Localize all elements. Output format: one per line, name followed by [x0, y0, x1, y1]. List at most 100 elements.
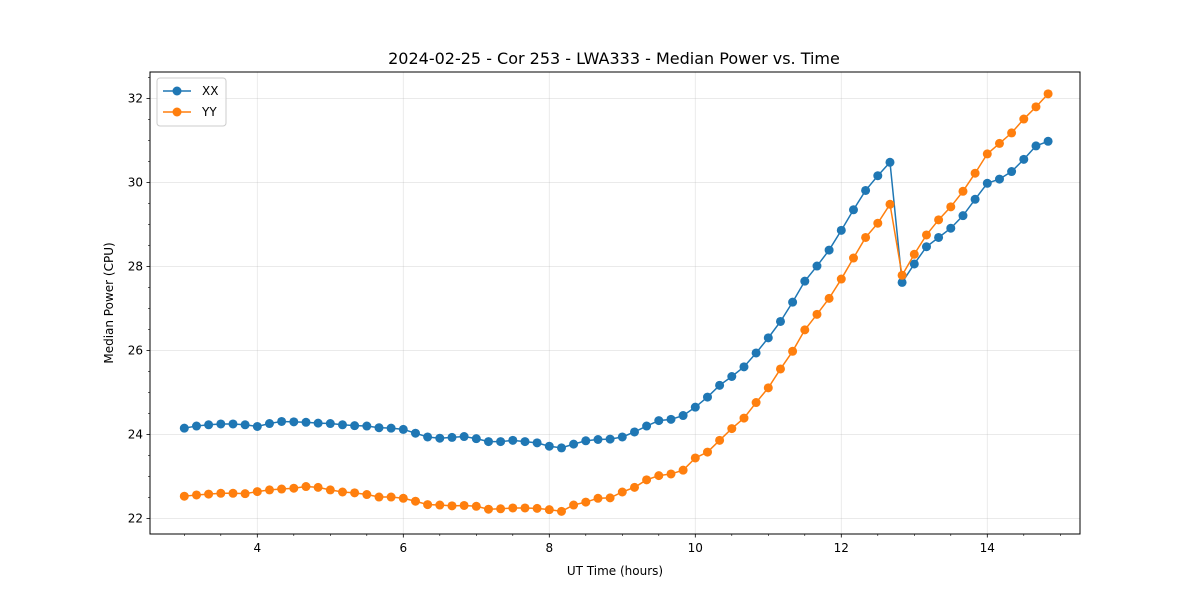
data-point-xx — [192, 421, 201, 431]
data-point-yy — [1019, 114, 1029, 124]
data-point-yy — [337, 487, 347, 497]
x-tick-label: 10 — [688, 541, 703, 555]
data-point-xx — [775, 316, 785, 326]
data-point-yy — [812, 309, 822, 319]
data-point-xx — [398, 424, 408, 434]
data-point-xx — [204, 420, 214, 430]
data-point-xx — [946, 223, 956, 233]
data-point-yy — [398, 493, 408, 503]
data-point-yy — [216, 488, 226, 498]
data-point-yy — [605, 493, 615, 503]
data-point-yy — [471, 501, 481, 511]
data-point-yy — [715, 435, 725, 445]
data-point-xx — [1031, 141, 1041, 151]
data-point-yy — [666, 469, 676, 479]
data-point-yy — [678, 465, 688, 475]
y-tick-label: 30 — [128, 175, 143, 189]
data-point-xx — [702, 392, 712, 402]
data-point-xx — [1007, 167, 1017, 177]
data-point-xx — [897, 277, 907, 287]
legend-label-yy: YY — [201, 105, 217, 119]
data-point-yy — [544, 505, 554, 515]
data-point-yy — [228, 488, 238, 498]
data-point-yy — [775, 364, 785, 374]
data-point-yy — [1043, 89, 1053, 99]
data-point-xx — [654, 416, 664, 426]
data-point-xx — [520, 437, 530, 447]
data-point-yy — [873, 218, 883, 228]
data-point-yy — [921, 230, 931, 240]
data-point-yy — [325, 485, 335, 495]
data-point-yy — [264, 485, 274, 495]
data-point-xx — [179, 423, 189, 433]
data-point-xx — [483, 437, 493, 447]
legend: XX YY — [156, 77, 227, 127]
data-point-yy — [727, 424, 737, 434]
data-point-xx — [228, 419, 238, 429]
data-point-yy — [909, 249, 919, 259]
data-point-yy — [532, 503, 542, 513]
y-tick-label: 22 — [128, 511, 143, 525]
data-point-xx — [350, 421, 360, 431]
gridlines — [150, 72, 1080, 534]
data-point-xx — [982, 178, 992, 188]
y-tick-label: 26 — [128, 343, 143, 357]
data-point-yy — [739, 413, 749, 423]
data-point-xx — [435, 433, 445, 443]
data-point-yy — [970, 168, 980, 178]
legend-marker-yy — [172, 107, 182, 117]
data-point-yy — [483, 504, 493, 514]
data-point-yy — [629, 482, 639, 492]
data-point-yy — [362, 490, 372, 500]
data-point-yy — [1007, 128, 1017, 138]
data-point-xx — [277, 416, 287, 426]
legend-label-xx: XX — [202, 84, 218, 98]
data-point-yy — [277, 484, 287, 494]
data-point-yy — [763, 383, 773, 393]
data-point-yy — [350, 488, 360, 498]
x-tick-label: 8 — [545, 541, 553, 555]
x-tick-label: 4 — [253, 541, 261, 555]
data-point-xx — [934, 232, 944, 242]
data-point-xx — [532, 438, 542, 448]
x-tick-label: 6 — [399, 541, 407, 555]
data-point-yy — [435, 500, 445, 510]
y-tick-label: 32 — [128, 91, 143, 105]
data-point-yy — [520, 503, 530, 513]
data-point-xx — [556, 443, 566, 453]
data-point-xx — [690, 402, 700, 412]
data-point-xx — [605, 434, 615, 444]
data-point-yy — [374, 492, 384, 502]
legend-marker-xx — [172, 86, 182, 96]
x-axis-label: UT Time (hours) — [567, 564, 663, 578]
data-point-xx — [727, 372, 737, 381]
data-point-yy — [836, 274, 846, 284]
data-point-yy — [897, 270, 907, 280]
data-point-yy — [252, 487, 262, 497]
data-point-xx — [873, 171, 883, 181]
data-point-yy — [848, 253, 858, 263]
data-point-xx — [824, 245, 834, 255]
data-point-yy — [654, 471, 664, 481]
data-point-yy — [192, 490, 201, 500]
data-point-yy — [386, 492, 396, 502]
data-point-xx — [496, 437, 506, 447]
data-point-xx — [958, 211, 968, 221]
data-point-xx — [337, 420, 347, 430]
data-point-yy — [934, 215, 944, 225]
data-point-yy — [459, 500, 469, 510]
data-point-yy — [508, 503, 518, 513]
data-point-yy — [289, 483, 299, 493]
data-point-yy — [958, 186, 968, 196]
data-point-yy — [788, 346, 798, 356]
data-point-xx — [447, 432, 457, 442]
data-point-xx — [994, 174, 1004, 184]
data-point-xx — [921, 242, 931, 252]
data-point-yy — [556, 506, 566, 516]
data-point-xx — [788, 297, 798, 307]
y-axis: 22 24 26 28 30 32 — [128, 77, 150, 525]
plot-frame — [149, 71, 1081, 535]
data-point-xx — [313, 418, 323, 428]
data-point-xx — [252, 421, 262, 431]
